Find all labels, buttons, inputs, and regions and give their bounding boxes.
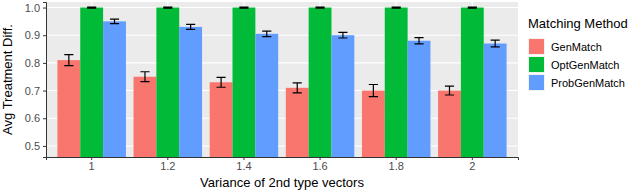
grid-line: [46, 7, 518, 8]
tick: 1.2: [160, 157, 175, 172]
tick-label: 1.6: [312, 160, 327, 172]
tick-mark: [43, 35, 46, 36]
error-bar: [369, 84, 378, 96]
error-bar: [293, 83, 302, 93]
bar: [80, 8, 103, 157]
tick-label: 0.8: [25, 57, 40, 69]
tick: 1.0: [25, 2, 46, 14]
legend-key-bg: [528, 38, 545, 55]
tick-label: 0.7: [25, 85, 40, 97]
legend-item: ProbGenMatch: [528, 74, 625, 91]
series: [80, 8, 483, 157]
bar: [210, 82, 233, 157]
legend-title: Matching Method: [528, 16, 628, 31]
tick-label: 1.0: [25, 2, 40, 14]
tick: 1.6: [312, 157, 327, 172]
plot-background: [46, 2, 518, 157]
chart: 0.5 0.6 0.7 0.8 0.9 1.0 1 1.2 1.4 1.6 1.8 2 Variance…: [0, 0, 640, 191]
bar: [362, 91, 385, 157]
bar: [286, 88, 309, 157]
legend: Matching Method GenMatch OptGenMatch ProbGe…: [528, 16, 628, 91]
legend-key-bg: [528, 56, 545, 73]
legend-swatch: [529, 75, 544, 90]
error-bar: [262, 31, 271, 37]
bar: [156, 8, 179, 157]
bar: [103, 21, 126, 157]
error-bar: [315, 7, 324, 8]
tick: 1.4: [236, 157, 251, 172]
bar: [438, 91, 461, 157]
bar: [385, 8, 408, 157]
error-bar: [217, 77, 226, 87]
axis-line: [47, 158, 519, 161]
bar: [233, 8, 256, 157]
tick: 0.7: [25, 85, 46, 97]
bar: [408, 41, 431, 157]
error-bar: [491, 40, 500, 47]
tick-mark: [43, 146, 46, 147]
tick-label: 0.5: [25, 140, 40, 152]
error-bar: [414, 38, 423, 44]
tick-label: 1: [89, 160, 95, 172]
error-bar: [239, 7, 248, 8]
tick-label: 1.2: [160, 160, 175, 172]
tick: 0.8: [25, 57, 46, 69]
tick-mark: [43, 118, 46, 119]
tick: 1: [89, 157, 95, 172]
tick-label: 0.6: [25, 112, 40, 124]
error-bar: [87, 7, 96, 8]
x-axis: 1 1.2 1.4 1.6 1.8 2: [47, 157, 519, 172]
series: [103, 21, 506, 157]
legend-key-bg: [528, 74, 545, 91]
bar: [134, 77, 157, 157]
y-axis: 0.5 0.6 0.7 0.8 0.9 1.0: [25, 2, 47, 158]
bar: [331, 35, 354, 157]
error-bar: [163, 7, 172, 8]
error-bar: [445, 86, 454, 95]
legend-swatch: [529, 39, 544, 54]
tick: 0.9: [25, 29, 46, 41]
error-bar: [392, 7, 401, 8]
tick-label: 1.8: [389, 160, 404, 172]
tick-mark: [43, 91, 46, 92]
tick-label: 0.9: [25, 29, 40, 41]
grid: [46, 2, 518, 157]
bar: [461, 8, 484, 157]
legend-label: OptGenMatch: [551, 59, 619, 71]
tick-mark: [43, 8, 46, 9]
plot: 0.5 0.6 0.7 0.8 0.9 1.0 1 1.2 1.4 1.6 1.8 2: [25, 2, 519, 172]
tick: 0.5: [25, 140, 46, 152]
error-bars: [64, 55, 454, 97]
error-bar: [186, 24, 195, 29]
bar: [309, 8, 332, 157]
bar: [484, 44, 507, 157]
tick: 0.6: [25, 112, 46, 124]
tick: 1.8: [389, 157, 404, 172]
error-bar: [110, 19, 119, 23]
legend-label: ProbGenMatch: [551, 77, 625, 89]
axis-line: [43, 3, 47, 158]
tick-label: 2: [469, 160, 475, 172]
error-bars: [110, 19, 500, 47]
error-bar: [64, 55, 73, 66]
bar: [255, 34, 278, 157]
tick: 2: [469, 157, 475, 172]
error-bar: [468, 7, 477, 8]
error-bar: [140, 72, 149, 82]
marks: [57, 7, 506, 157]
legend-label: GenMatch: [551, 41, 602, 53]
legend-item: GenMatch: [528, 38, 602, 55]
legend-swatch: [529, 57, 544, 72]
x-axis-title: Variance of 2nd type vectors: [200, 175, 364, 190]
tick-mark: [43, 63, 46, 64]
error-bar: [338, 32, 347, 38]
bar: [179, 27, 202, 157]
tick-label: 1.4: [236, 160, 251, 172]
y-axis-title: Avg Treatment Diff.: [0, 24, 15, 135]
error-bars: [87, 7, 477, 8]
legend-item: OptGenMatch: [528, 56, 619, 73]
bar: [57, 60, 80, 157]
